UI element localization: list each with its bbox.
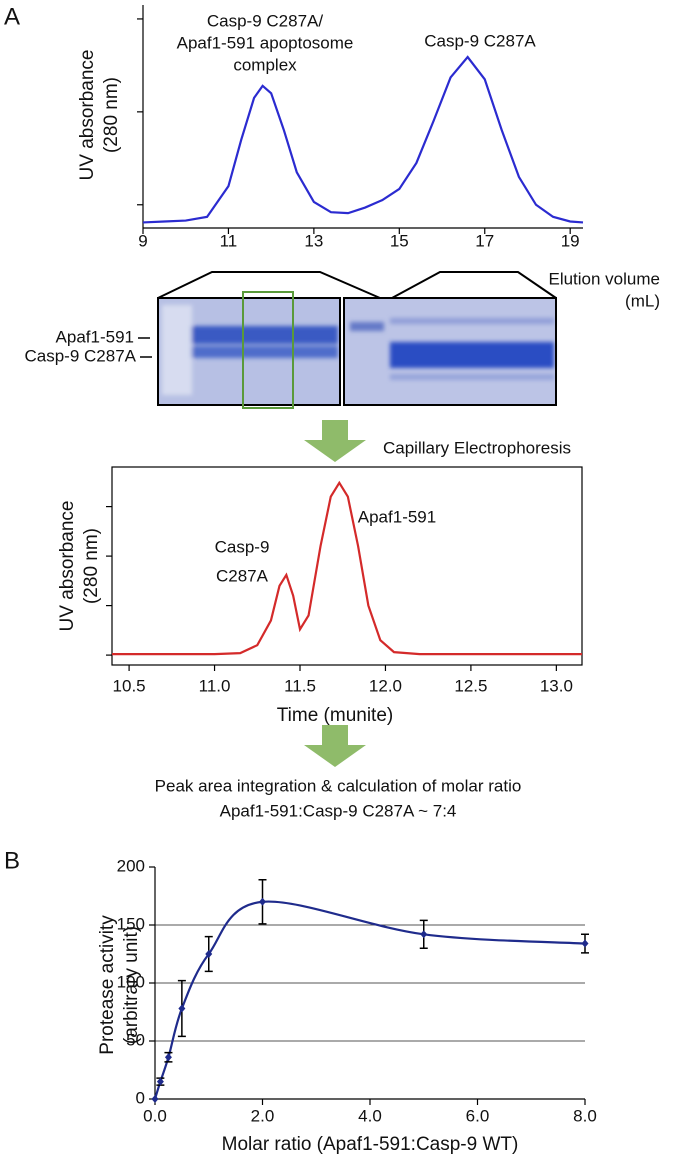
y-axis-label: (280 nm): [81, 528, 102, 604]
x-tick-label: 10.5: [113, 676, 146, 695]
y-tick-label: 200: [117, 856, 145, 875]
arrow: [304, 725, 366, 767]
x-tick-label: 13: [304, 231, 323, 250]
x-tick-label: 0.0: [143, 1106, 167, 1125]
y-tick-label: 0: [136, 1088, 145, 1107]
x-tick-label: 13.0: [540, 676, 573, 695]
marker: [151, 1095, 159, 1103]
marker: [156, 1077, 164, 1086]
gel-connectors: [157, 271, 557, 299]
marker: [259, 897, 266, 906]
x-tick-label: 4.0: [358, 1106, 382, 1125]
y-axis-label: (arbitrary unit): [121, 926, 142, 1044]
annotation: Apaf1-591 apoptosome: [177, 33, 354, 52]
marker: [420, 930, 428, 939]
panel-label: A: [4, 3, 20, 30]
x-axis-label: Elution volume: [548, 269, 660, 288]
x-axis-label: Molar ratio (Apaf1-591:Casp-9 WT): [222, 1134, 519, 1155]
y-tick-label: 100: [117, 972, 145, 991]
annotation: C287A: [216, 566, 269, 585]
marker: [178, 1004, 186, 1013]
x-tick-label: 11: [220, 231, 238, 250]
x-tick-label: 11.5: [284, 676, 316, 695]
x-tick-label: 8.0: [573, 1106, 597, 1125]
data-line: [112, 480, 582, 656]
annotation: Apaf1-591: [358, 507, 436, 526]
x-tick-label: 6.0: [466, 1106, 490, 1125]
x-tick-label: 2.0: [251, 1106, 275, 1125]
marker: [205, 950, 213, 958]
arrow: [304, 420, 366, 462]
y-axis-label: Protease activity: [97, 915, 118, 1055]
x-tick-label: 12.0: [369, 676, 402, 695]
arrow-text: Capillary Electrophoresis: [383, 438, 571, 457]
x-tick-label: 19: [561, 231, 580, 250]
band-label: Casp-9 C287A: [24, 346, 136, 365]
panel-label: B: [4, 847, 20, 874]
annotation: Casp-9: [215, 537, 270, 556]
y-axis-label: UV absorbance: [77, 50, 98, 181]
x-tick-label: 11.0: [199, 676, 231, 695]
x-axis-label: Time (munite): [277, 705, 393, 726]
y-axis-label: (280 nm): [101, 77, 122, 153]
marker: [164, 1053, 172, 1062]
plot-frame: [111, 466, 583, 666]
x-tick-label: 9: [138, 231, 147, 250]
conclusion: Apaf1-591:Casp-9 C287A ~ 7:4: [220, 801, 457, 820]
band-label: Apaf1-591: [56, 327, 134, 346]
annotation: complex: [233, 55, 297, 74]
annotation: Casp-9 C287A: [424, 31, 536, 50]
x-axis-label: (mL): [625, 291, 660, 310]
marker: [581, 939, 589, 948]
conclusion: Peak area integration & calculation of m…: [155, 776, 522, 795]
x-tick-label: 15: [390, 231, 409, 250]
data-line: [153, 900, 586, 1100]
y-tick-label: 150: [117, 914, 145, 933]
data-line: [142, 55, 584, 224]
annotation: Casp-9 C287A/: [207, 11, 324, 30]
y-tick-label: 50: [126, 1030, 145, 1049]
gel-image: [138, 291, 557, 409]
y-axis-label: UV absorbance: [57, 501, 78, 632]
x-tick-label: 17: [475, 231, 494, 250]
x-tick-label: 12.5: [454, 676, 487, 695]
